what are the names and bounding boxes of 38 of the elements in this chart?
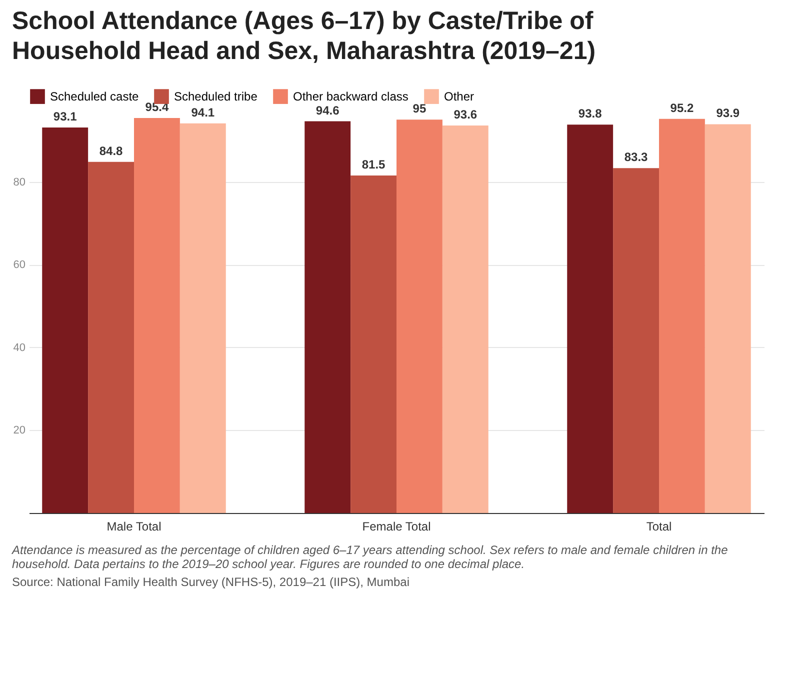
data-label: 95 [412,102,426,116]
legend-label: Other backward class [293,90,408,104]
data-label: 84.8 [99,144,124,158]
data-label: 93.8 [578,106,602,121]
bar [396,120,442,513]
x-tick-label: Total [646,520,672,534]
legend-label: Scheduled tribe [174,90,258,104]
bar [180,123,226,513]
x-tick-label: Male Total [106,520,162,534]
data-label: 95.2 [670,100,694,115]
data-label: 93.6 [454,107,478,122]
x-tick-label: Female Total [362,520,431,534]
bar [134,118,180,513]
data-label: 93.1 [53,110,78,124]
bar [42,128,88,513]
data-label: 83.3 [624,150,648,164]
bar [442,125,488,513]
bar [704,124,751,513]
data-label: 93.9 [716,106,740,120]
y-tick-label: 40 [13,342,26,354]
data-label: 94.1 [191,105,215,120]
bar [613,168,659,513]
legend-label: Other [444,90,474,104]
y-tick-label: 60 [13,259,26,272]
text: Attendance is measured as the percentage of children aged 6–17 years attending school. Sex refers to male and female children in the household. Data pertains to the 2019–20 school year. Figures are rounded to one decimal place. [12,543,729,571]
bar [304,121,351,513]
bar [88,162,134,513]
data-label: 81.5 [362,158,386,172]
bar [567,124,614,513]
chart-title: School Attendance (Ages 6–17) by Caste/Tribe of Household Head and Sex, Maharashtra (2019–21) [12,6,597,66]
bar [350,176,396,513]
y-tick-label: 20 [13,424,26,437]
data-label: 94.6 [316,103,340,118]
y-tick-label: 80 [13,176,26,188]
legend-label: Scheduled caste [50,90,140,104]
data-label: 95.4 [145,100,169,114]
source-note: Source: National Family Health Survey (NFHS-5), 2019–21 (IIPS), Mumbai [12,575,410,589]
bar [659,118,705,513]
